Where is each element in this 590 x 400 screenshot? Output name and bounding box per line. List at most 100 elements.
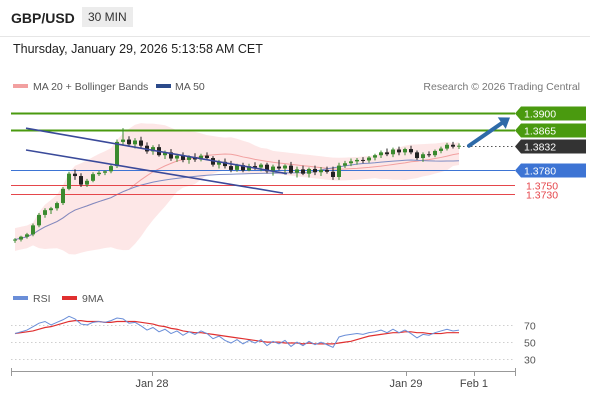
candle bbox=[397, 146, 401, 156]
candle-body bbox=[61, 188, 65, 204]
candle-body bbox=[151, 147, 155, 152]
candle bbox=[73, 169, 77, 180]
candle bbox=[379, 150, 383, 159]
rsi-tick-label-70: 70 bbox=[524, 321, 536, 333]
candle bbox=[139, 136, 143, 148]
candle bbox=[85, 178, 89, 187]
candle bbox=[403, 147, 407, 156]
candle-body bbox=[433, 150, 437, 156]
candle-body bbox=[49, 208, 53, 211]
rsi-line bbox=[14, 315, 460, 348]
candle bbox=[259, 163, 263, 172]
candle bbox=[367, 156, 371, 163]
candle-body bbox=[427, 154, 431, 156]
candle-body bbox=[67, 173, 71, 189]
x-tick-label-2: Feb 1 bbox=[460, 378, 488, 390]
candle bbox=[295, 166, 299, 178]
timestamp: Thursday, January 29, 2026 5:13:58 AM CE… bbox=[13, 42, 263, 56]
candle-body bbox=[31, 225, 35, 235]
candle bbox=[373, 153, 377, 161]
candle-body bbox=[361, 159, 365, 161]
candle-body bbox=[331, 171, 335, 177]
channel-lower-line bbox=[25, 149, 284, 194]
candle-body bbox=[289, 165, 293, 173]
candle-body bbox=[13, 239, 17, 241]
x-tick-label-0: Jan 28 bbox=[135, 378, 168, 390]
candle-body bbox=[175, 155, 179, 159]
candle-body bbox=[457, 145, 461, 147]
candle bbox=[349, 158, 353, 167]
level-tag-2: 1.3832 bbox=[515, 139, 586, 154]
rsi-legend: RSI 9MA bbox=[13, 293, 104, 305]
rsi-tick-label-30: 30 bbox=[524, 355, 536, 367]
level-label-4: 1.3750 bbox=[526, 181, 558, 193]
level-tag-bg-1 bbox=[515, 123, 586, 138]
ma50-line bbox=[14, 159, 460, 241]
candle-body bbox=[349, 161, 353, 164]
candle bbox=[355, 158, 359, 165]
candle bbox=[91, 172, 95, 183]
candle-body bbox=[229, 166, 233, 170]
candle-body bbox=[121, 139, 125, 142]
timeframe-badge[interactable]: 30 MIN bbox=[82, 7, 133, 27]
candle-body bbox=[367, 157, 371, 161]
candle-body bbox=[415, 152, 419, 159]
candle bbox=[49, 206, 53, 214]
forecast-arrow-shaft bbox=[467, 121, 504, 148]
level-tag-bg-3 bbox=[515, 163, 586, 178]
candle-body bbox=[439, 148, 443, 151]
candle-body bbox=[235, 165, 239, 170]
candle-body bbox=[403, 149, 407, 153]
candle-body bbox=[241, 165, 245, 171]
candle-body bbox=[397, 149, 401, 153]
candle-body bbox=[421, 154, 425, 159]
level-tag-bg-2 bbox=[515, 139, 586, 154]
credit-label: Research © 2026 Trading Central bbox=[423, 81, 580, 93]
candle-body bbox=[55, 203, 59, 209]
candle bbox=[205, 152, 209, 160]
candle-body bbox=[217, 161, 221, 165]
candle-body bbox=[169, 152, 173, 159]
ma20-legend-label: MA 20 + Bollinger Bands bbox=[33, 81, 148, 93]
candle bbox=[427, 151, 431, 158]
candle-body bbox=[181, 155, 185, 160]
channel-upper-line bbox=[25, 127, 288, 175]
candle-body bbox=[271, 166, 275, 172]
candle-body bbox=[265, 164, 269, 172]
candle-body bbox=[343, 163, 347, 166]
candle-body bbox=[187, 157, 191, 160]
candle bbox=[127, 136, 131, 147]
candle-body bbox=[205, 155, 209, 159]
level-tag-bg-0 bbox=[515, 106, 586, 121]
ma50-legend-label: MA 50 bbox=[175, 81, 205, 93]
candle bbox=[55, 201, 59, 211]
candle-body bbox=[385, 152, 389, 155]
candle-body bbox=[79, 176, 83, 185]
candle bbox=[43, 208, 47, 218]
forecast-arrow-head bbox=[497, 117, 510, 129]
candle bbox=[361, 157, 365, 164]
level-tag-0: 1.3900 bbox=[515, 106, 586, 121]
candle-body bbox=[247, 166, 251, 171]
candle bbox=[457, 143, 461, 150]
ma9-legend-label: 9MA bbox=[82, 293, 104, 305]
rsi-ma-line bbox=[14, 320, 459, 345]
candle-body bbox=[253, 166, 257, 168]
candle bbox=[169, 149, 173, 161]
candle bbox=[79, 173, 83, 187]
legend: MA 20 + Bollinger Bands MA 50 Research ©… bbox=[13, 81, 580, 93]
rsi-legend-label: RSI bbox=[33, 293, 51, 305]
candle bbox=[109, 164, 113, 174]
candle bbox=[97, 170, 101, 177]
candle-body bbox=[391, 149, 395, 155]
candle bbox=[337, 162, 341, 180]
x-tick-label-1: Jan 29 bbox=[389, 378, 422, 390]
candle-body bbox=[115, 141, 119, 167]
candle bbox=[61, 186, 65, 205]
bollinger-bands bbox=[15, 123, 459, 255]
candle bbox=[433, 149, 437, 158]
candle-body bbox=[283, 165, 287, 169]
candle-body bbox=[379, 152, 383, 156]
